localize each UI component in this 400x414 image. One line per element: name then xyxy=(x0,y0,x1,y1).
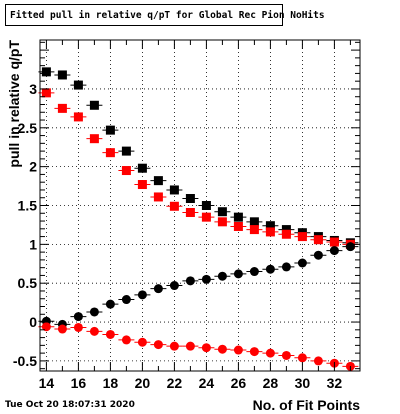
data-point-square xyxy=(281,229,291,239)
data-point-square xyxy=(201,212,211,222)
data-point-circle xyxy=(169,341,179,351)
x-tick-label: 16 xyxy=(71,375,87,391)
data-point-circle xyxy=(169,281,179,291)
data-point-circle xyxy=(297,258,307,268)
data-point-square xyxy=(121,146,131,156)
data-point-circle xyxy=(249,347,259,357)
data-point-circle xyxy=(313,356,323,366)
x-tick-label: 32 xyxy=(327,375,343,391)
y-axis-label: pull in relative q/pT xyxy=(6,40,22,168)
data-point-square xyxy=(233,221,243,231)
data-markers xyxy=(38,67,359,371)
data-point-square xyxy=(121,166,131,176)
x-tick-label: 18 xyxy=(103,375,119,391)
data-point-square xyxy=(41,67,51,77)
data-point-circle xyxy=(313,250,323,260)
data-point-circle xyxy=(233,269,243,279)
data-point-square xyxy=(73,112,83,122)
data-point-circle xyxy=(73,312,83,322)
x-tick-label: 30 xyxy=(295,375,311,391)
data-point-square xyxy=(249,225,259,235)
data-point-square xyxy=(105,125,115,135)
data-point-circle xyxy=(57,324,67,334)
data-point-circle xyxy=(137,290,147,300)
x-tick-label: 20 xyxy=(135,375,151,391)
y-tick-label: 0 xyxy=(29,314,37,330)
chart-title: Fitted pull in relative q/pT for Global … xyxy=(10,10,325,21)
data-point-circle xyxy=(121,295,131,305)
chart-title-box: Fitted pull in relative q/pT for Global … xyxy=(5,4,325,26)
data-point-square xyxy=(297,232,307,242)
data-point-square xyxy=(185,207,195,217)
y-tick-label: 2 xyxy=(29,159,37,175)
data-point-square xyxy=(89,134,99,144)
data-point-square xyxy=(137,163,147,173)
y-tick-label: 1 xyxy=(29,236,37,252)
data-point-circle xyxy=(345,242,355,252)
data-point-square xyxy=(57,103,67,113)
data-point-square xyxy=(201,201,211,210)
data-point-circle xyxy=(105,329,115,339)
y-tick-label: 1.5 xyxy=(18,198,38,214)
data-point-circle xyxy=(217,271,227,281)
data-point-square xyxy=(313,235,323,245)
data-point-circle xyxy=(329,246,339,256)
data-point-square xyxy=(153,176,163,186)
data-point-circle xyxy=(153,284,163,294)
data-point-circle xyxy=(249,267,259,277)
data-point-square xyxy=(41,88,51,98)
data-point-circle xyxy=(281,262,291,272)
data-point-circle xyxy=(201,343,211,353)
data-point-circle xyxy=(297,353,307,363)
data-point-circle xyxy=(105,299,115,309)
data-point-square xyxy=(73,80,83,90)
axes: 14 16 18 20 22 24 26 28 30 32 -0.5 0 0.5 1 1.5 2 2.5 3 xyxy=(13,40,360,391)
data-point-circle xyxy=(233,345,243,355)
data-point-circle xyxy=(281,350,291,360)
data-point-circle xyxy=(185,276,195,286)
data-point-circle xyxy=(89,326,99,336)
data-point-square xyxy=(105,148,115,158)
y-tick-label: 0.5 xyxy=(18,275,38,291)
data-point-square xyxy=(169,201,179,211)
data-point-square xyxy=(265,227,275,237)
datestamp: Tue Oct 20 18:07:31 2020 xyxy=(5,400,135,410)
data-point-circle xyxy=(185,341,195,351)
data-point-square xyxy=(57,70,67,80)
data-point-square xyxy=(169,185,179,195)
data-point-square xyxy=(217,207,227,217)
x-tick-label: 22 xyxy=(167,375,183,391)
data-point-circle xyxy=(41,322,51,332)
data-point-square xyxy=(153,192,163,202)
data-point-square xyxy=(89,100,99,110)
data-point-square xyxy=(217,217,227,227)
data-point-circle xyxy=(121,335,131,345)
data-point-square xyxy=(185,194,195,204)
data-point-square xyxy=(233,212,243,222)
data-point-circle xyxy=(265,348,275,358)
data-point-circle xyxy=(153,340,163,350)
x-tick-label: 14 xyxy=(39,375,55,391)
y-tick-label: 2.5 xyxy=(18,120,38,136)
data-point-circle xyxy=(265,264,275,274)
x-tick-label: 24 xyxy=(199,375,215,391)
data-point-square xyxy=(249,217,259,227)
x-tick-label: 28 xyxy=(263,375,279,391)
data-point-square xyxy=(137,180,147,190)
data-point-circle xyxy=(73,322,83,332)
x-axis-label: No. of Fit Points xyxy=(253,397,361,413)
data-point-circle xyxy=(217,344,227,354)
data-point-square xyxy=(329,237,339,247)
data-point-circle xyxy=(201,274,211,284)
x-tick-label: 26 xyxy=(231,375,247,391)
data-point-circle xyxy=(89,307,99,317)
data-point-square xyxy=(265,221,275,231)
data-point-square xyxy=(281,225,291,235)
y-tick-label: -0.5 xyxy=(13,353,37,369)
data-point-circle xyxy=(137,337,147,347)
y-tick-label: 3 xyxy=(29,81,37,97)
